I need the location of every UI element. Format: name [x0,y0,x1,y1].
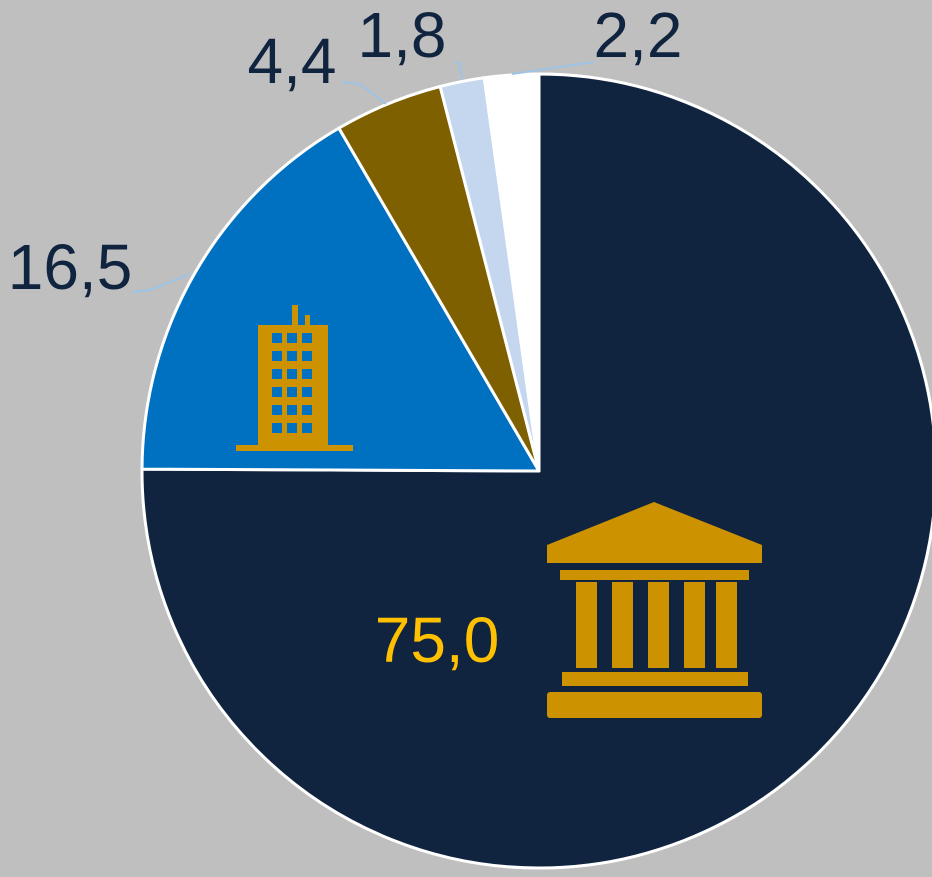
pie-slice [482,72,541,473]
leader-line [341,81,387,105]
leader-lines [131,61,595,293]
office-building-icon [236,305,353,451]
data-label: 2,2 [594,0,683,71]
pie-slice [140,72,932,870]
leader-line [454,61,463,81]
bank-icon [547,502,762,718]
data-label: 1,8 [358,0,447,71]
data-label: 4,4 [248,25,337,97]
data-label: 16,5 [8,231,133,303]
slices [140,72,932,870]
data-label: 75,0 [375,604,500,676]
icons [236,305,762,718]
leader-line [511,61,595,75]
pie-slice [140,126,541,473]
leader-line [131,273,191,293]
